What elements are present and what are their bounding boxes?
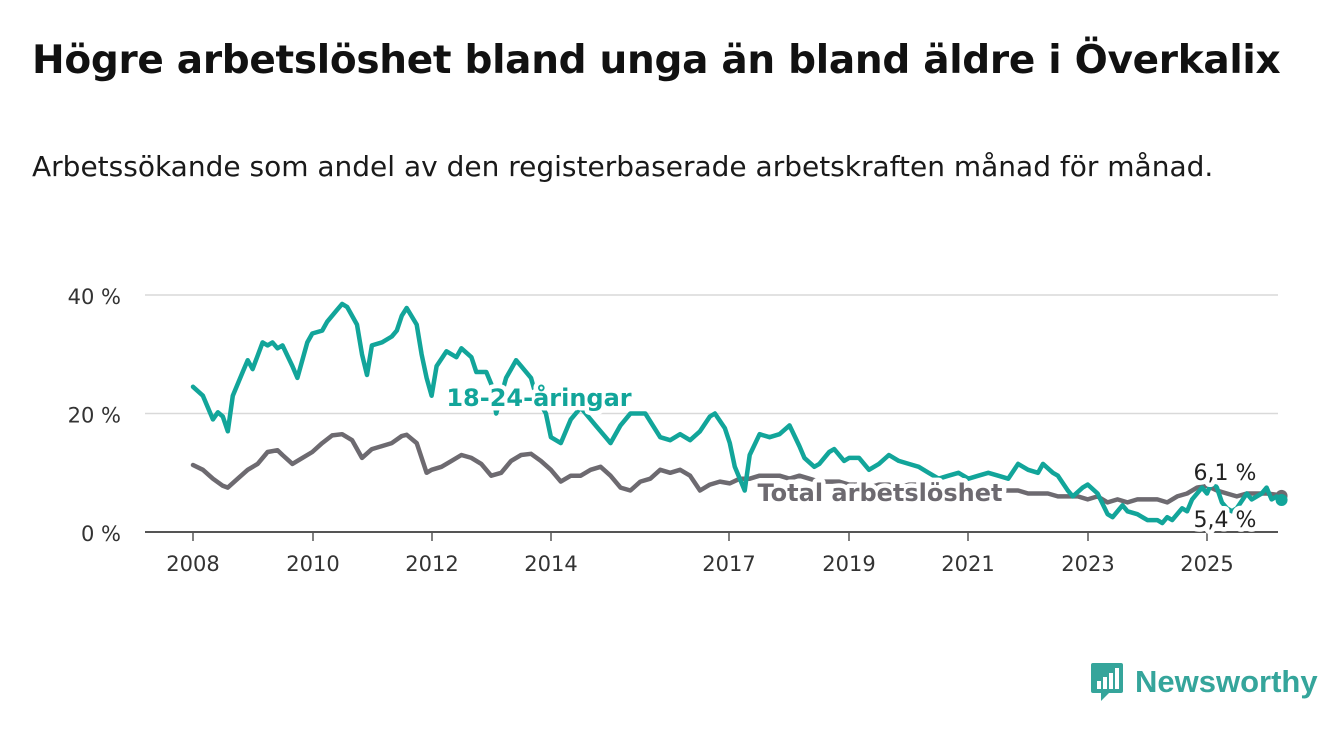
- x-tick-label: 2010: [286, 552, 339, 576]
- bar-chart-icon: [1091, 663, 1123, 701]
- label-halo: 18-24-åringar: [446, 383, 631, 412]
- series-end-dot: [1275, 494, 1288, 507]
- series-label: 5,4 %: [1194, 508, 1257, 533]
- y-tick-label: 40 %: [68, 285, 121, 309]
- y-tick-label: 20 %: [68, 404, 121, 428]
- y-tick-label: 0 %: [81, 522, 121, 546]
- brand-name: Newsworthy: [1135, 664, 1318, 699]
- chart-title: Högre arbetslöshet bland unga än bland ä…: [32, 38, 1281, 83]
- series-label: 18-24-åringar: [446, 383, 631, 412]
- series-label: 6,1 %: [1194, 461, 1257, 486]
- x-tick-label: 2014: [524, 552, 577, 576]
- x-tick-label: 2023: [1061, 552, 1114, 576]
- series-line: [190, 301, 1284, 526]
- series-label: Total arbetslöshet: [757, 479, 1002, 507]
- x-tick-label: 2021: [941, 552, 994, 576]
- x-tick-label: 2019: [822, 552, 875, 576]
- x-tick-label: 2025: [1180, 552, 1233, 576]
- label-halo: Total arbetslöshet: [757, 479, 1002, 507]
- x-tick-label: 2017: [702, 552, 755, 576]
- chart-subtitle: Arbetssökande som andel av den registerb…: [32, 150, 1214, 183]
- label-halo: 5,4 %: [1194, 508, 1257, 533]
- x-tick-label: 2008: [166, 552, 219, 576]
- x-tick-label: 2012: [405, 552, 458, 576]
- label-halo: 6,1 %: [1194, 461, 1257, 486]
- newsworthy-logo: Newsworthy: [1089, 661, 1318, 703]
